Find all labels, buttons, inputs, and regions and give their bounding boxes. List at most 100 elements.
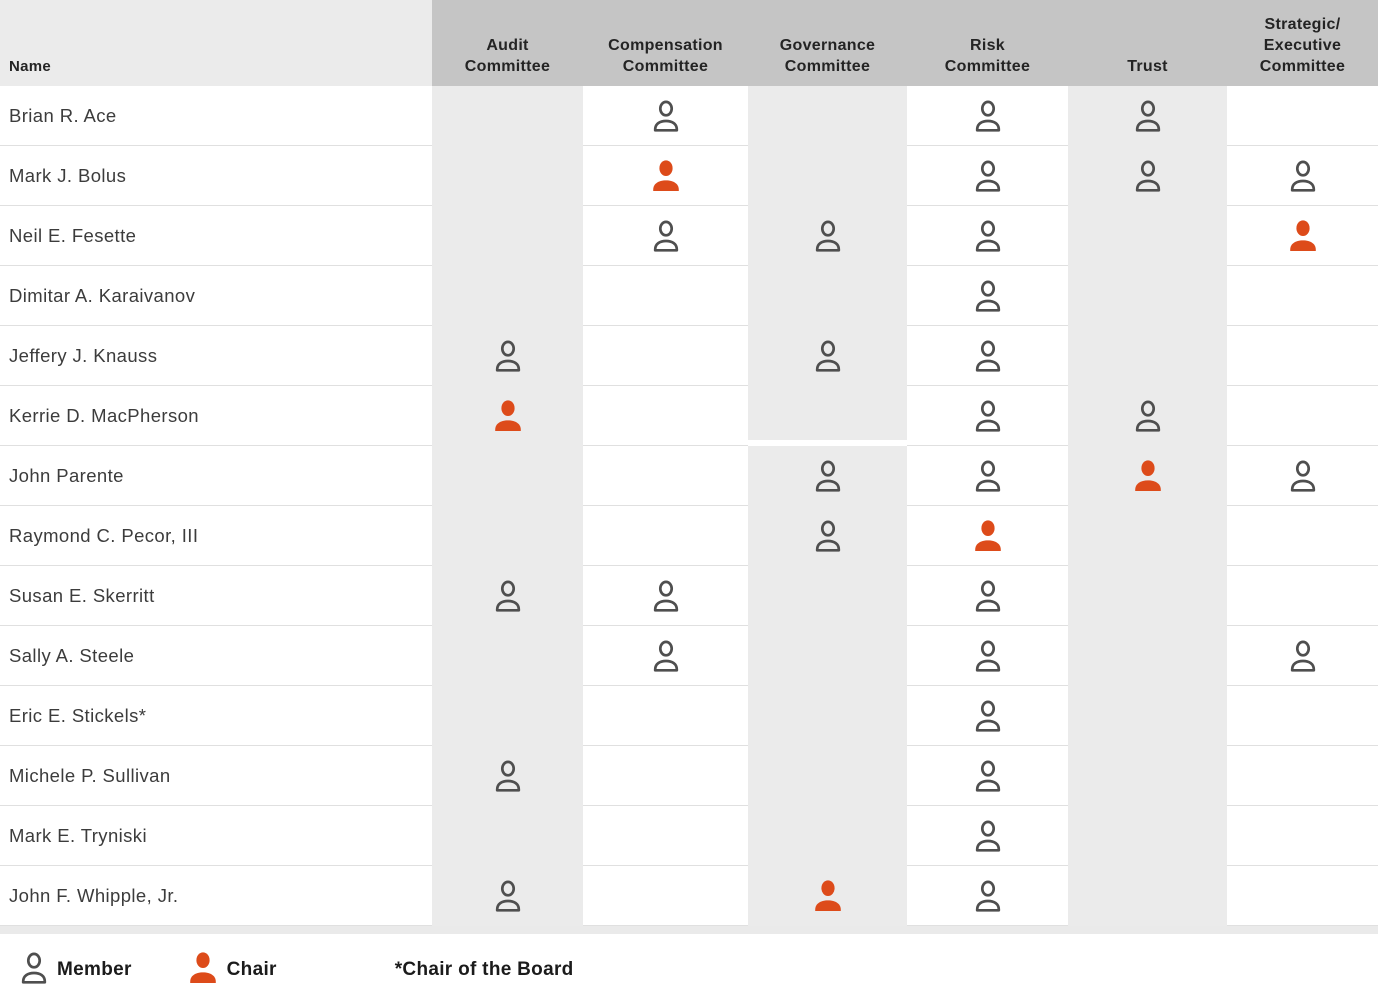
cell-risk (907, 506, 1068, 566)
member-icon (495, 580, 520, 612)
cell-compensation (583, 146, 748, 206)
chair-of-board-note: *Chair of the Board (394, 959, 574, 980)
column-header-governance-committee: Governance Committee (748, 0, 907, 86)
member-name: John F. Whipple, Jr. (0, 866, 432, 926)
cell-risk (907, 446, 1068, 506)
cell-governance (748, 326, 907, 386)
cell-compensation (583, 566, 748, 626)
cell-strategic (1227, 746, 1378, 806)
cell-strategic (1227, 866, 1378, 926)
member-icon (975, 700, 1000, 732)
column-header-strategic-executive-committee: Strategic/ Executive Committee (1227, 0, 1378, 86)
cell-trust (1068, 566, 1227, 626)
cell-compensation (583, 386, 748, 446)
member-name: Sally A. Steele (0, 626, 432, 686)
cell-governance (748, 446, 907, 506)
cell-audit (432, 686, 583, 746)
cell-trust (1068, 806, 1227, 866)
member-icon (1290, 640, 1315, 672)
member-name: Eric E. Stickels* (0, 686, 432, 746)
member-name: Dimitar A. Karaivanov (0, 266, 432, 326)
member-icon (975, 820, 1000, 852)
member-name: Michele P. Sullivan (0, 746, 432, 806)
table-row: John Parente (0, 446, 1378, 506)
member-icon (1135, 160, 1160, 192)
cell-audit (432, 866, 583, 926)
chair-icon (652, 159, 679, 191)
table-row: Mark J. Bolus (0, 146, 1378, 206)
cell-risk (907, 686, 1068, 746)
member-name: Raymond C. Pecor, III (0, 506, 432, 566)
member-name: Susan E. Skerritt (0, 566, 432, 626)
cell-audit (432, 626, 583, 686)
member-name: Kerrie D. MacPherson (0, 386, 432, 446)
cell-audit (432, 146, 583, 206)
cell-compensation (583, 746, 748, 806)
column-header-trust: Trust (1068, 0, 1227, 86)
column-header-audit-committee: Audit Committee (432, 0, 583, 86)
cell-trust (1068, 326, 1227, 386)
cell-risk (907, 806, 1068, 866)
cell-risk (907, 146, 1068, 206)
cell-trust (1068, 86, 1227, 146)
table-row: Susan E. Skerritt (0, 566, 1378, 626)
member-icon (653, 100, 678, 132)
member-icon (975, 580, 1000, 612)
cell-audit (432, 746, 583, 806)
table-row: Michele P. Sullivan (0, 746, 1378, 806)
cell-risk (907, 626, 1068, 686)
column-header-name: Name (0, 0, 432, 86)
cell-strategic (1227, 686, 1378, 746)
table-row: Jeffery J. Knauss (0, 326, 1378, 386)
cell-compensation (583, 446, 748, 506)
cell-governance (748, 506, 907, 566)
cell-governance (748, 566, 907, 626)
cell-audit (432, 806, 583, 866)
cell-audit (432, 446, 583, 506)
cell-governance (748, 626, 907, 686)
table-row: Raymond C. Pecor, III (0, 506, 1378, 566)
cell-compensation (583, 266, 748, 326)
member-icon (1290, 160, 1315, 192)
cell-strategic (1227, 446, 1378, 506)
chair-icon (494, 399, 521, 431)
cell-governance (748, 146, 907, 206)
column-header-compensation-committee: Compensation Committee (583, 0, 748, 86)
cell-trust (1068, 686, 1227, 746)
cell-strategic (1227, 506, 1378, 566)
member-icon (975, 340, 1000, 372)
cell-audit (432, 386, 583, 446)
member-icon (975, 880, 1000, 912)
table-row: John F. Whipple, Jr. (0, 866, 1378, 926)
cell-strategic (1227, 206, 1378, 266)
cell-trust (1068, 866, 1227, 926)
header-row: Name Audit Committee Compensation Commit… (0, 0, 1378, 86)
member-icon (653, 220, 678, 252)
legend-chair: Chair (188, 951, 277, 989)
cell-trust (1068, 206, 1227, 266)
member-icon (815, 520, 840, 552)
member-icon (815, 220, 840, 252)
cell-risk (907, 266, 1068, 326)
chair-icon (189, 951, 216, 983)
cell-risk (907, 866, 1068, 926)
cell-strategic (1227, 806, 1378, 866)
member-name: Mark J. Bolus (0, 146, 432, 206)
cell-governance (748, 746, 907, 806)
cell-trust (1068, 446, 1227, 506)
cell-risk (907, 206, 1068, 266)
cell-strategic (1227, 626, 1378, 686)
cell-governance (748, 386, 907, 446)
cell-trust (1068, 506, 1227, 566)
cell-risk (907, 746, 1068, 806)
legend-chair-label: Chair (226, 959, 277, 980)
cell-compensation (583, 506, 748, 566)
chair-icon (974, 519, 1001, 551)
member-icon (975, 280, 1000, 312)
cell-risk (907, 386, 1068, 446)
cell-trust (1068, 386, 1227, 446)
cell-risk (907, 326, 1068, 386)
cell-strategic (1227, 266, 1378, 326)
cell-audit (432, 506, 583, 566)
cell-compensation (583, 326, 748, 386)
